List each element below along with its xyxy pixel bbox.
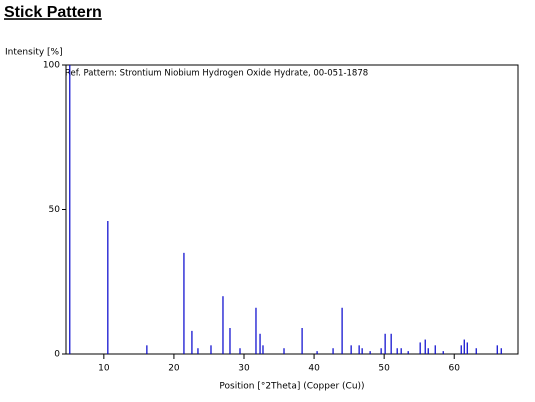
x-tick-label: 10 xyxy=(98,364,110,374)
y-tick-label: 100 xyxy=(43,61,60,71)
plot-frame xyxy=(65,64,519,355)
annotation: Ref. Pattern: Strontium Niobium Hydrogen… xyxy=(65,69,368,79)
y-tick-label: 50 xyxy=(49,205,61,215)
x-axis-label: Position [°2Theta] (Copper (Cu)) xyxy=(219,382,364,392)
x-tick-label: 20 xyxy=(168,364,180,374)
x-tick-label: 50 xyxy=(378,364,390,374)
x-tick-label: 60 xyxy=(449,364,461,374)
chart-title: Stick Pattern xyxy=(4,4,102,21)
x-tick-label: 30 xyxy=(238,364,250,374)
y-tick-label: 0 xyxy=(54,350,60,360)
y-axis-label: Intensity [%] xyxy=(5,48,63,58)
x-tick-label: 40 xyxy=(308,364,320,374)
